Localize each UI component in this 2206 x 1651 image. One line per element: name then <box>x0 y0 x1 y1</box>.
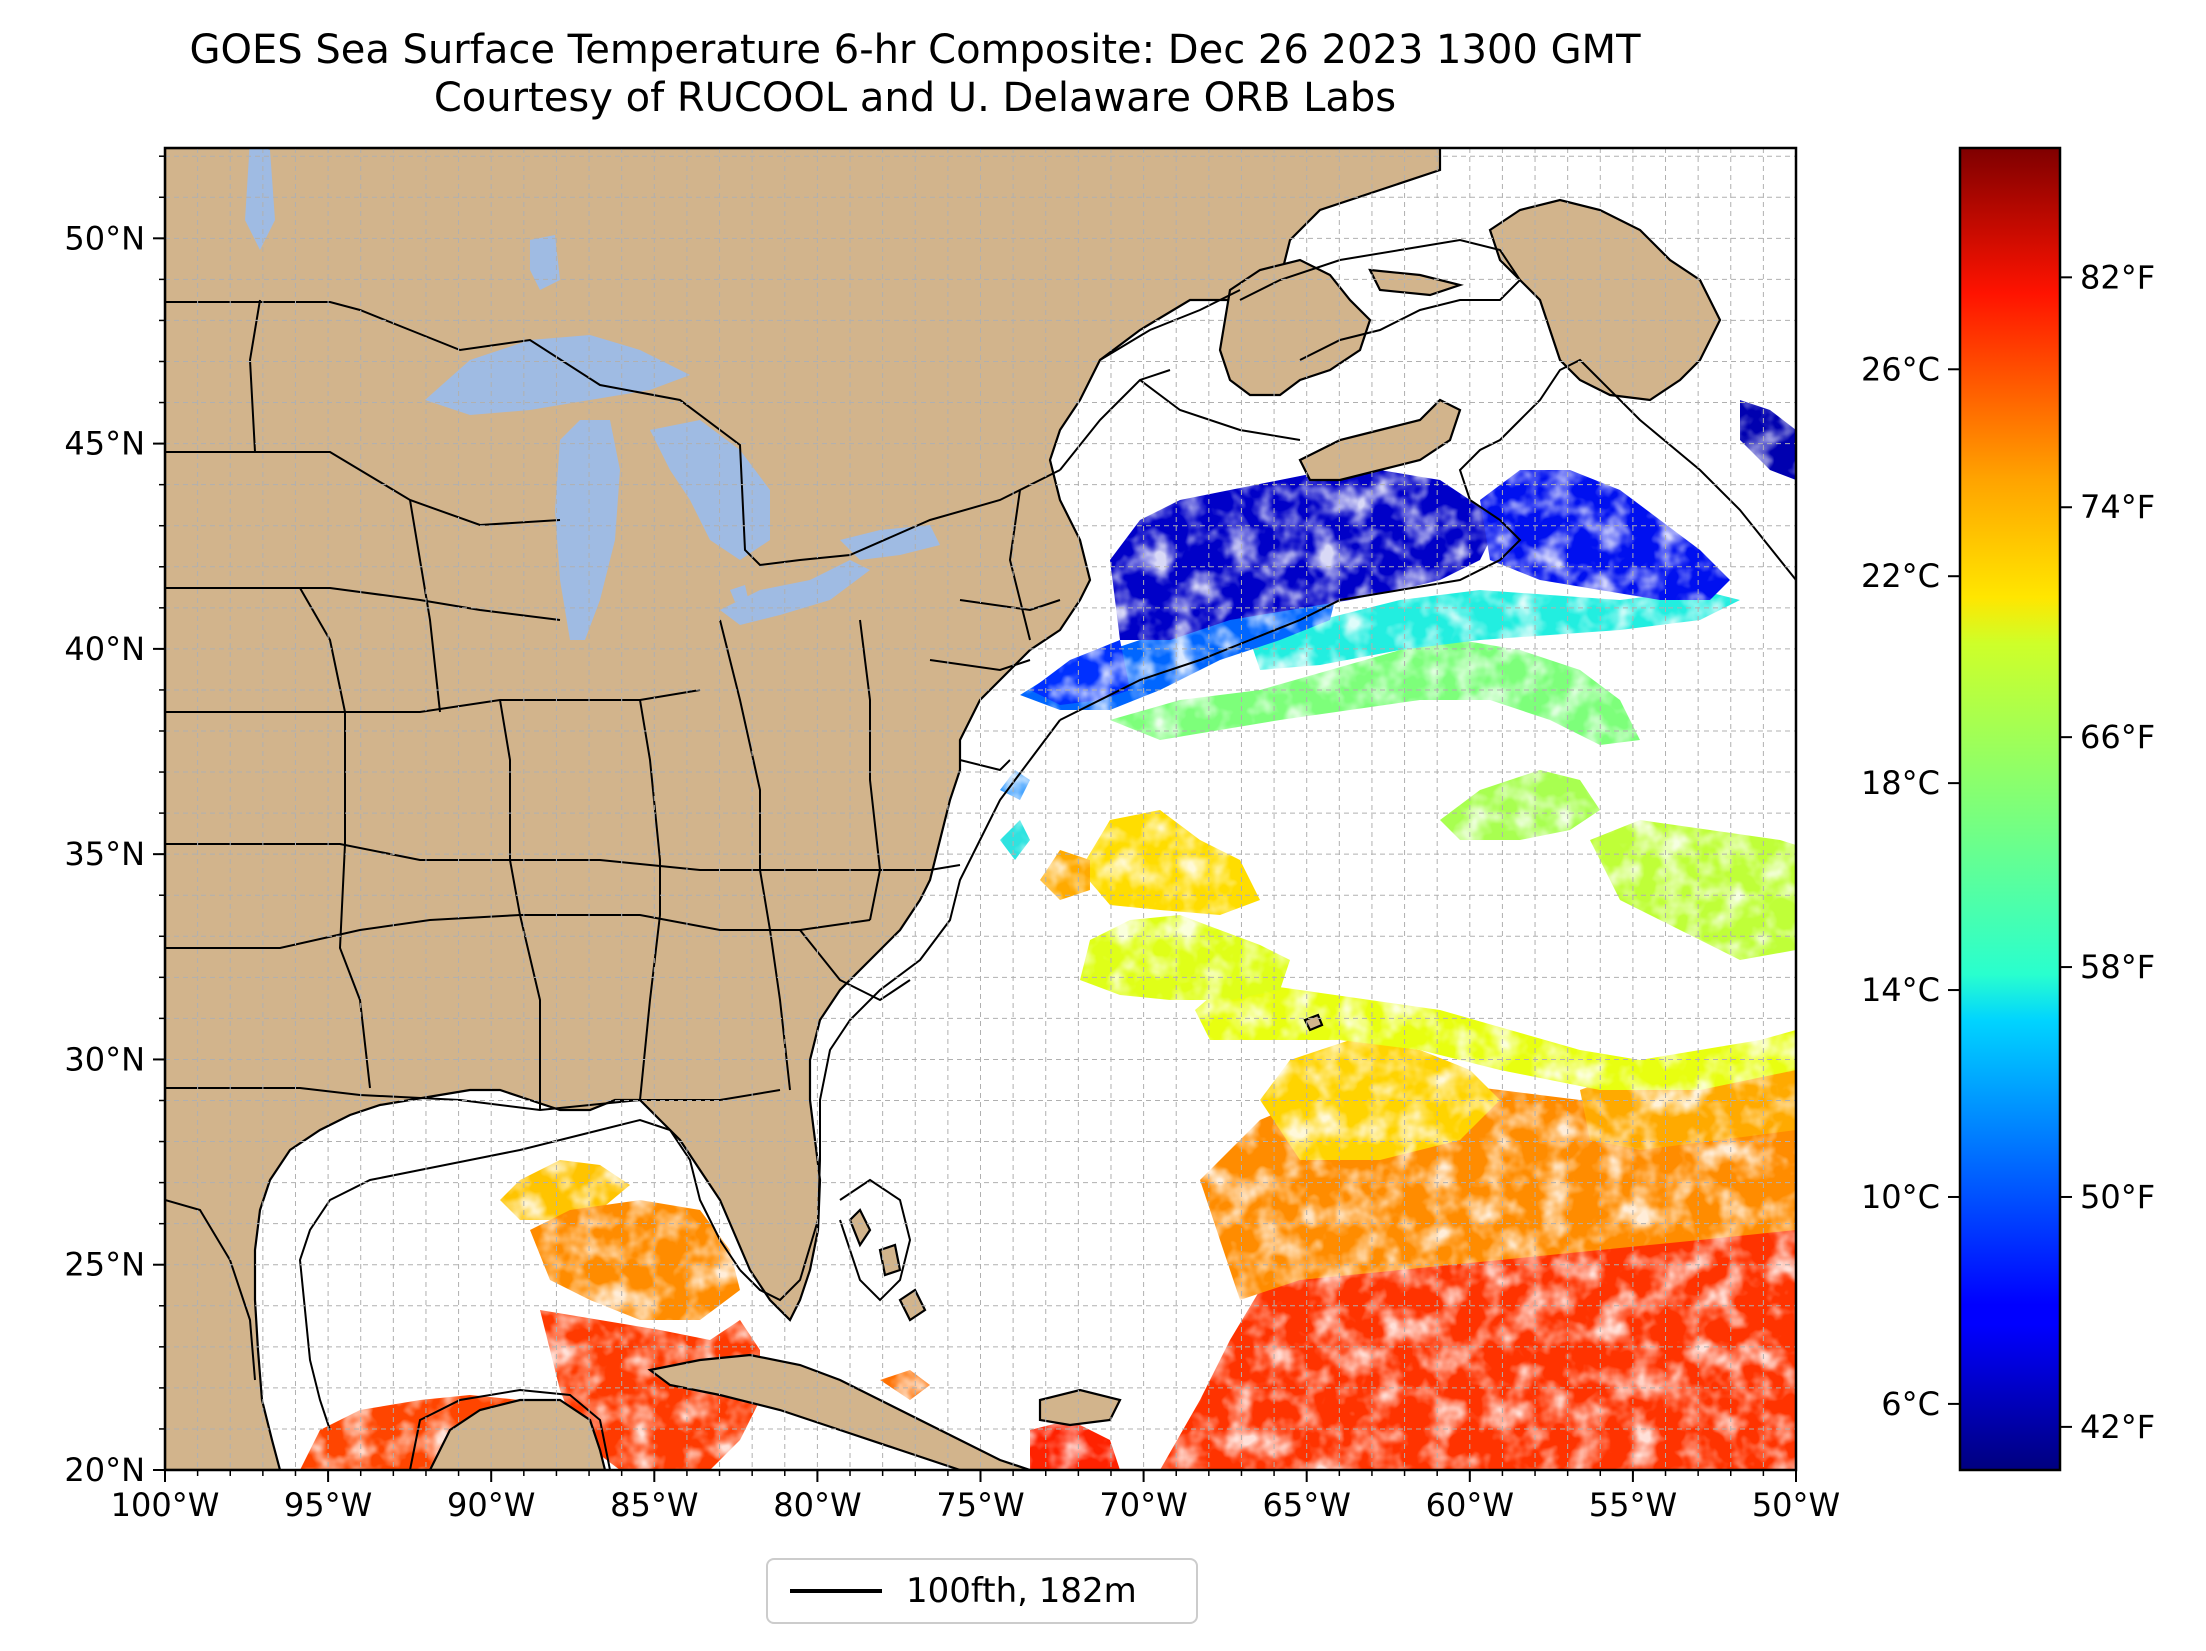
lat-tick-label: 50°N <box>64 219 145 257</box>
lat-tick-label: 25°N <box>64 1246 145 1284</box>
colorbar-c-label: 22°C <box>1861 557 1940 595</box>
land-newfoundland <box>1488 198 1722 402</box>
lake-erie <box>720 560 870 625</box>
isobath-gulf <box>298 1118 741 1431</box>
colorbar-c-label: 10°C <box>1861 1178 1940 1216</box>
border-state-2 <box>165 587 561 621</box>
lake-winnipeg <box>245 148 275 250</box>
map-legend: 100fth, 182m <box>766 1558 1198 1624</box>
border-state-16 <box>929 659 1031 672</box>
lon-tick-label: 65°W <box>1263 1486 1351 1524</box>
lake-ontario <box>840 525 940 560</box>
land-hispaniola <box>1038 1388 1122 1427</box>
border-canada-2 <box>1139 379 1301 441</box>
colorbar-c-label: 6°C <box>1881 1385 1940 1423</box>
lat-tick-label: 35°N <box>64 835 145 873</box>
lon-tick-label: 90°W <box>447 1486 535 1524</box>
land-pei <box>1368 268 1464 297</box>
border-state-9 <box>639 699 661 1101</box>
lat-tick-label: 20°N <box>64 1451 145 1489</box>
lon-tick-label: 70°W <box>1099 1486 1187 1524</box>
colorbar-f-label: 42°F <box>2080 1408 2155 1446</box>
lakes-layer <box>245 148 940 640</box>
colorbar-c-label: 18°C <box>1861 764 1940 802</box>
border-mexico <box>165 1199 256 1381</box>
isobath-yucatan <box>409 1388 611 1470</box>
land-north-america <box>165 148 1442 1470</box>
land-nova-scotia <box>1298 398 1462 482</box>
border-state-15 <box>959 599 1061 612</box>
lon-tick-label: 75°W <box>936 1486 1024 1524</box>
land-cuba <box>647 1353 1031 1470</box>
map-title: GOES Sea Surface Temperature 6-hr Compos… <box>0 26 1830 122</box>
legend-label: 100fth, 182m <box>906 1571 1137 1611</box>
lon-tick-label: 100°W <box>111 1486 220 1524</box>
graticule <box>165 148 1796 1470</box>
border-state-4 <box>165 843 961 871</box>
colorbar-f-label: 82°F <box>2080 258 2155 296</box>
border-state-3 <box>165 689 701 713</box>
title-line-1: GOES Sea Surface Temperature 6-hr Compos… <box>189 27 1641 73</box>
land-yucatan <box>428 1398 607 1470</box>
colorbar-c-label: 26°C <box>1861 350 1940 388</box>
border-state-14 <box>1008 489 1031 641</box>
border-state-17 <box>959 759 1011 772</box>
colorbar: 42°F 50°F 58°F 66°F 74°F 82°F 6°C 10°C 14°C 18°C… <box>1861 146 2155 1472</box>
colorbar-fahrenheit-axis: 42°F 50°F 58°F 66°F 74°F 82°F <box>2060 258 2155 1446</box>
land-bahamas-1 <box>848 1208 872 1248</box>
colorbar-f-label: 74°F <box>2080 488 2155 526</box>
border-state-13 <box>409 499 441 713</box>
latitude-axis: 20°N 25°N 30°N 35°N 40°N 45°N 50°N <box>64 155 165 1489</box>
isobath-bahamas <box>839 1178 912 1302</box>
lat-tick-label: 45°N <box>64 425 145 463</box>
lon-tick-label: 60°W <box>1426 1486 1514 1524</box>
isobath-canada-gulf <box>1239 238 1522 361</box>
colorbar-f-label: 58°F <box>2080 948 2155 986</box>
longitude-axis: 100°W 95°W 90°W 85°W 80°W 75°W 70°W 65°W 60°W 55°… <box>111 1470 1840 1524</box>
colorbar-f-label: 50°F <box>2080 1178 2155 1216</box>
land-bahamas-2 <box>878 1243 902 1277</box>
border-state-10 <box>719 619 791 1091</box>
isobath-east-coast <box>739 719 1061 1302</box>
lat-tick-label: 30°N <box>64 1040 145 1078</box>
colorbar-gradient <box>1958 146 2062 1472</box>
border-state-18 <box>799 929 911 1002</box>
lon-tick-label: 50°W <box>1752 1486 1840 1524</box>
lon-tick-label: 95°W <box>284 1486 372 1524</box>
lon-tick-label: 85°W <box>610 1486 698 1524</box>
lat-tick-label: 40°N <box>64 630 145 668</box>
legend-line-swatch <box>790 1589 882 1593</box>
border-state-8 <box>499 699 541 1110</box>
border-us-canada-maine <box>1059 369 1171 471</box>
lake-nipigon <box>530 235 560 290</box>
map-area <box>165 148 1796 1470</box>
colorbar-c-label: 14°C <box>1861 971 1940 1009</box>
border-state-7 <box>299 587 371 1089</box>
land-bahamas-3 <box>898 1288 927 1322</box>
title-line-2: Courtesy of RUCOOL and U. Delaware ORB L… <box>433 75 1397 121</box>
border-state-11 <box>859 619 882 921</box>
lon-tick-label: 55°W <box>1589 1486 1677 1524</box>
colorbar-celsius-axis: 6°C 10°C 14°C 18°C 22°C 26°C <box>1861 350 1960 1423</box>
lake-michigan <box>555 420 620 640</box>
lake-st-clair <box>730 585 748 602</box>
lon-tick-label: 80°W <box>773 1486 861 1524</box>
colorbar-f-label: 66°F <box>2080 718 2155 756</box>
